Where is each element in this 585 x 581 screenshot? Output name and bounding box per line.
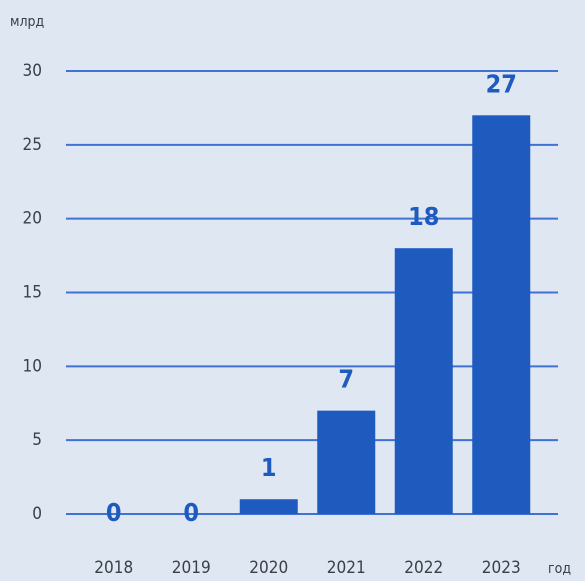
y-tick-label: 20 [23, 209, 42, 229]
y-tick-label: 15 [23, 283, 42, 303]
value-label: 18 [408, 202, 439, 231]
y-tick-label: 25 [23, 135, 42, 155]
y-tick-label: 5 [32, 430, 42, 450]
x-tick-label: 2020 [249, 558, 288, 578]
x-tick-label: 2021 [327, 558, 366, 578]
y-tick-label: 10 [23, 356, 42, 376]
value-label: 27 [486, 69, 517, 98]
y-axis-title: млрд [10, 14, 45, 30]
bar [239, 499, 298, 514]
x-tick-label: 2018 [94, 558, 133, 578]
y-tick-label: 0 [32, 504, 42, 524]
bar [317, 410, 376, 514]
bar [394, 248, 453, 514]
value-label: 7 [338, 365, 354, 394]
x-tick-label: 2023 [482, 558, 521, 578]
value-label: 0 [183, 498, 199, 527]
x-tick-label: 2022 [404, 558, 443, 578]
y-tick-label: 30 [23, 61, 42, 81]
value-label: 0 [106, 498, 122, 527]
x-axis-title: год [548, 561, 571, 577]
bar [472, 115, 531, 515]
x-tick-label: 2019 [172, 558, 211, 578]
value-label: 1 [261, 453, 277, 482]
